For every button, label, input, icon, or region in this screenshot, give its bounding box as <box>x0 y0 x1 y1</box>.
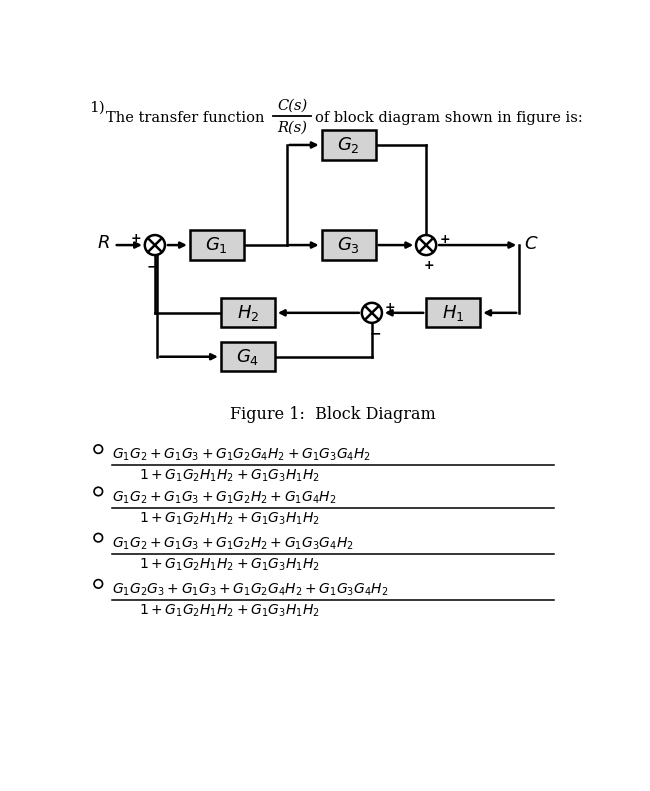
Text: +: + <box>424 259 434 272</box>
FancyBboxPatch shape <box>322 230 376 259</box>
Text: +: + <box>439 233 450 246</box>
FancyBboxPatch shape <box>190 230 244 259</box>
Text: −: − <box>146 259 158 273</box>
Text: $G_1G_2+G_1G_3+G_1G_2H_2+G_1G_3G_4H_2$: $G_1G_2+G_1G_3+G_1G_2H_2+G_1G_3G_4H_2$ <box>112 536 354 552</box>
FancyBboxPatch shape <box>322 131 376 160</box>
Text: $H_1$: $H_1$ <box>442 303 465 323</box>
Text: R(s): R(s) <box>277 120 307 134</box>
Text: $R$: $R$ <box>97 234 110 252</box>
FancyBboxPatch shape <box>426 298 480 327</box>
Text: $G_1G_2G_3+G_1G_3+G_1G_2G_4H_2+G_1G_3G_4H_2$: $G_1G_2G_3+G_1G_3+G_1G_2G_4H_2+G_1G_3G_4… <box>112 582 389 598</box>
Circle shape <box>416 235 436 255</box>
Text: $1+G_1G_2H_1H_2+G_1G_3H_1H_2$: $1+G_1G_2H_1H_2+G_1G_3H_1H_2$ <box>139 556 320 573</box>
Text: $G_2$: $G_2$ <box>337 135 360 155</box>
Text: −: − <box>369 327 381 341</box>
Circle shape <box>94 487 103 496</box>
Circle shape <box>145 235 165 255</box>
Text: Figure 1:  Block Diagram: Figure 1: Block Diagram <box>230 406 436 423</box>
Circle shape <box>94 445 103 453</box>
Text: $C$: $C$ <box>524 234 538 252</box>
Text: $G_1G_2+G_1G_3+G_1G_2G_4H_2+G_1G_3G_4H_2$: $G_1G_2+G_1G_3+G_1G_2G_4H_2+G_1G_3G_4H_2… <box>112 447 371 464</box>
Text: of block diagram shown in figure is:: of block diagram shown in figure is: <box>315 111 583 125</box>
Text: The transfer function: The transfer function <box>106 111 265 125</box>
Text: $G_4$: $G_4$ <box>236 346 259 367</box>
Text: $H_2$: $H_2$ <box>237 303 259 323</box>
Circle shape <box>94 533 103 542</box>
Text: $1+G_1G_2H_1H_2+G_1G_3H_1H_2$: $1+G_1G_2H_1H_2+G_1G_3H_1H_2$ <box>139 603 320 619</box>
Text: $G_3$: $G_3$ <box>337 235 360 255</box>
Text: +: + <box>130 232 141 245</box>
FancyBboxPatch shape <box>221 342 275 371</box>
Circle shape <box>94 580 103 588</box>
Text: 1): 1) <box>89 101 105 115</box>
Text: $1+G_1G_2H_1H_2+G_1G_3H_1H_2$: $1+G_1G_2H_1H_2+G_1G_3H_1H_2$ <box>139 510 320 527</box>
Text: $G_1$: $G_1$ <box>205 235 228 255</box>
Text: C(s): C(s) <box>277 99 307 112</box>
Text: $G_1G_2+G_1G_3+G_1G_2H_2+G_1G_4H_2$: $G_1G_2+G_1G_3+G_1G_2H_2+G_1G_4H_2$ <box>112 490 337 505</box>
Text: $1+G_1G_2H_1H_2+G_1G_3H_1H_2$: $1+G_1G_2H_1H_2+G_1G_3H_1H_2$ <box>139 467 320 484</box>
Text: +: + <box>385 301 396 313</box>
Circle shape <box>362 303 382 323</box>
FancyBboxPatch shape <box>221 298 275 327</box>
